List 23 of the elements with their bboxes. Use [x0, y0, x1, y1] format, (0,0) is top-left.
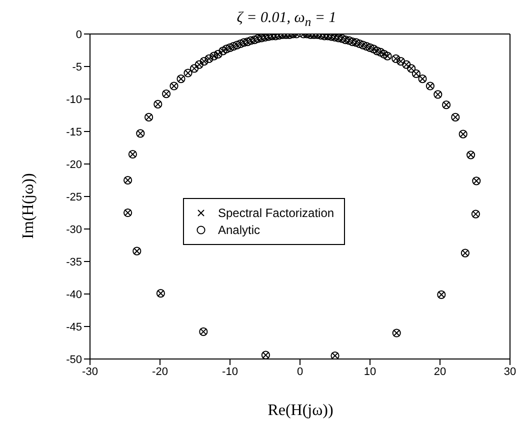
- y-tick-label: -15: [66, 126, 82, 138]
- x-tick-label: 10: [364, 366, 376, 378]
- y-tick-label: -35: [66, 256, 82, 268]
- x-tick-label: 30: [504, 366, 516, 378]
- x-tick-label: -10: [222, 366, 238, 378]
- x-tick-label: -30: [82, 366, 98, 378]
- x-tick-label: 0: [296, 366, 304, 378]
- y-tick-label: -30: [66, 224, 82, 236]
- legend-label: Spectral Factorization: [218, 206, 334, 220]
- y-tick-label: -20: [66, 158, 82, 171]
- y-axis-title: Im(H(jω)): [20, 173, 38, 239]
- y-tick-label: -50: [66, 354, 82, 366]
- y-tick-label: -40: [66, 288, 82, 301]
- x-tick-label: 20: [434, 366, 446, 378]
- y-tick-label: -45: [66, 321, 82, 334]
- legend-label: Analytic: [218, 223, 260, 237]
- x-tick-label: -20: [152, 366, 168, 378]
- y-tick-label: -5: [72, 61, 82, 74]
- y-tick-label: -10: [66, 94, 82, 106]
- y-tick-label: 0: [76, 28, 82, 41]
- y-tick-label: -25: [66, 191, 82, 204]
- x-axis-title: Re(H(jω)): [266, 402, 334, 420]
- chart-title: ζ = 0.01, ω$_{n}$ = 1: [236, 10, 338, 30]
